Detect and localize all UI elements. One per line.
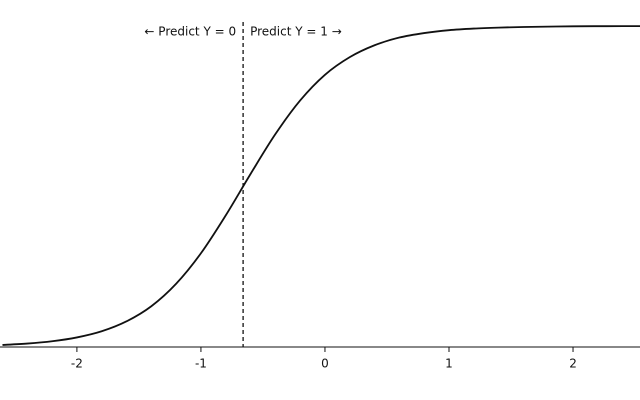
sigmoid-curve	[2, 25, 640, 346]
annotation: Predict Y = 1 →	[250, 25, 342, 39]
x-tick-label: 1	[445, 357, 453, 371]
x-tick-label: 2	[569, 357, 577, 371]
x-tick-label: -2	[71, 357, 83, 371]
annotation: ← Predict Y = 0	[144, 25, 236, 39]
x-tick-label: -1	[195, 357, 207, 371]
x-tick-label: 0	[321, 357, 329, 371]
